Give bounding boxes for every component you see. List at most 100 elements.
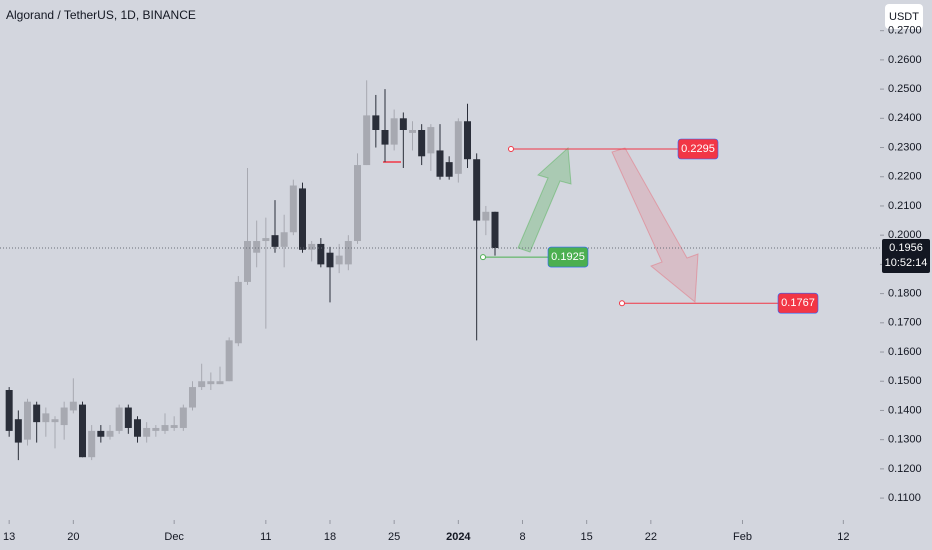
- candle-body: [454, 121, 462, 174]
- y-tick-label: 0.2600: [888, 54, 922, 66]
- candle-body: [179, 407, 187, 428]
- candle: [170, 416, 178, 431]
- candle-body: [51, 419, 59, 423]
- candle-body: [262, 238, 270, 242]
- x-tick-label: 20: [67, 531, 79, 543]
- currency-label[interactable]: USDT: [889, 11, 919, 23]
- candle-body: [372, 115, 380, 130]
- candle: [409, 121, 416, 151]
- candle-body: [5, 390, 13, 431]
- y-tick-label: 0.1300: [888, 434, 922, 446]
- y-tick-label: 0.2500: [888, 83, 922, 95]
- candle: [418, 124, 426, 166]
- candle-body: [445, 162, 453, 177]
- candle: [454, 118, 462, 183]
- candle: [14, 410, 22, 461]
- y-tick-label: 0.1700: [888, 317, 922, 329]
- candle-body: [106, 430, 114, 437]
- candle-body: [390, 118, 398, 145]
- candle-body: [225, 340, 233, 382]
- candle: [464, 103, 471, 168]
- candle: [253, 220, 261, 268]
- level-box: [547, 246, 589, 268]
- y-tick-label: 0.2000: [888, 229, 922, 241]
- x-tick-label: Dec: [164, 531, 184, 543]
- candle-body: [299, 188, 306, 250]
- x-tick-label: Feb: [733, 531, 752, 543]
- candle-body: [271, 235, 279, 247]
- candle-body: [234, 281, 242, 344]
- candle-body: [42, 413, 50, 423]
- candle-body: [134, 419, 141, 437]
- x-tick-label: 25: [388, 531, 400, 543]
- candle-body: [244, 241, 251, 282]
- candle-body: [280, 232, 288, 247]
- candle-body: [427, 127, 435, 154]
- candle: [482, 205, 490, 236]
- level-label: 0.1767: [781, 297, 815, 309]
- candle: [51, 416, 59, 449]
- x-tick-label: 22: [645, 531, 657, 543]
- candle: [42, 407, 50, 437]
- level-anchor: [480, 254, 486, 261]
- chart-title: Algorand / TetherUS, 1D, BINANCE: [6, 8, 196, 22]
- candle: [262, 217, 270, 329]
- candle: [299, 182, 306, 253]
- candle: [317, 238, 325, 268]
- candle-body: [79, 404, 86, 458]
- candle-body: [88, 430, 96, 458]
- candle-body: [344, 241, 352, 265]
- candle-body: [253, 241, 261, 253]
- last-price-box: [882, 239, 930, 274]
- candle: [289, 179, 297, 236]
- candle: [60, 401, 68, 440]
- candle-body: [216, 381, 224, 385]
- y-tick-label: 0.2400: [888, 112, 922, 124]
- candle: [344, 235, 352, 271]
- candle-body: [143, 427, 151, 437]
- y-tick-label: 0.1800: [888, 288, 922, 300]
- candle: [88, 425, 96, 461]
- level-anchor: [619, 300, 625, 307]
- candle-body: [198, 381, 206, 388]
- candle: [271, 200, 279, 253]
- x-tick-label: 11: [260, 531, 271, 543]
- candle-body: [363, 115, 371, 166]
- candle: [115, 404, 123, 434]
- candle-body: [189, 387, 196, 408]
- candle: [189, 381, 196, 411]
- candle-body: [170, 425, 178, 428]
- candle-body: [161, 425, 169, 431]
- candle: [473, 153, 481, 341]
- candle: [106, 425, 114, 440]
- candle: [161, 413, 169, 434]
- y-tick-label: 0.2700: [888, 25, 922, 37]
- candle: [372, 94, 380, 148]
- candle: [225, 337, 233, 382]
- x-tick-label: 12: [837, 531, 849, 543]
- candle: [244, 167, 251, 285]
- currency-button[interactable]: [885, 4, 923, 29]
- candle: [399, 112, 407, 168]
- candle: [326, 246, 334, 303]
- y-tick-label: 0.1200: [888, 463, 922, 475]
- candle-body: [326, 252, 334, 268]
- candle: [79, 401, 86, 458]
- candle: [363, 80, 371, 166]
- candle-body: [207, 381, 215, 385]
- candle-body: [33, 404, 41, 423]
- candle: [381, 89, 389, 163]
- y-tick-label: 0.2100: [888, 200, 922, 212]
- candle-body: [399, 118, 407, 130]
- candle: [216, 366, 224, 385]
- countdown: 10:52:14: [885, 257, 928, 269]
- candle-body: [115, 407, 123, 431]
- candle: [436, 124, 444, 180]
- candle-body: [124, 407, 132, 428]
- last-price-label: 0.1956: [889, 242, 923, 254]
- candle-body: [308, 243, 316, 250]
- candle: [134, 416, 141, 443]
- candle-body: [418, 130, 426, 157]
